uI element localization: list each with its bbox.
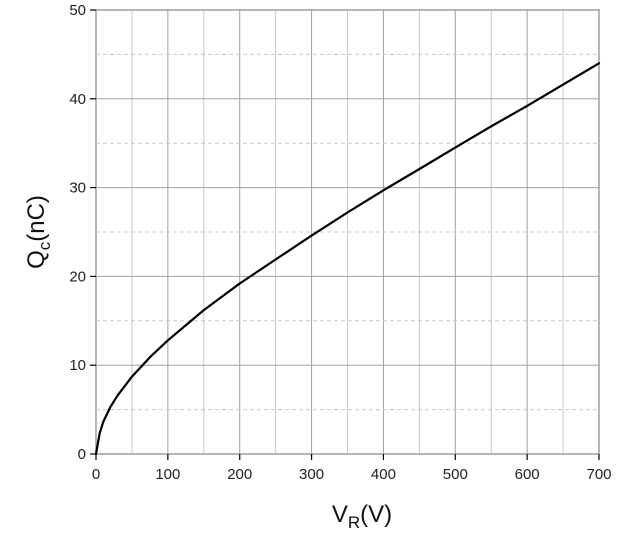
y-tick-label: 30	[69, 180, 86, 197]
x-tick-label: 500	[443, 466, 468, 483]
data-point	[95, 453, 97, 455]
data-point	[310, 234, 313, 237]
y-tick-label: 10	[69, 357, 86, 374]
y-tick-label: 50	[69, 2, 86, 19]
data-point	[102, 421, 105, 423]
x-tick-label: 400	[371, 466, 396, 483]
data-point	[98, 432, 101, 435]
series-group	[94, 62, 601, 456]
y-tick-label: 40	[69, 91, 86, 108]
x-tick-label: 0	[92, 466, 100, 483]
data-point	[382, 189, 385, 192]
data-point	[116, 394, 119, 397]
x-axis-title-main: V	[332, 501, 348, 528]
data-point	[562, 83, 564, 86]
data-point	[418, 168, 421, 170]
x-tick-label: 100	[155, 466, 180, 483]
x-axis-title: VR(V)	[332, 501, 392, 532]
y-axis-title-main: Q	[23, 250, 50, 269]
x-tick-label: 600	[515, 466, 540, 483]
y-tick-label: 0	[78, 446, 86, 463]
data-point	[109, 406, 112, 408]
y-axis-title-sub: c	[35, 241, 54, 250]
data-point	[131, 375, 133, 378]
data-point	[166, 339, 169, 342]
series-line	[94, 62, 601, 456]
y-axis-title-unit: (nC)	[23, 195, 50, 242]
ticks	[90, 9, 600, 460]
x-axis-title-unit: (V)	[360, 501, 392, 528]
data-point	[202, 309, 205, 312]
y-tick-label: 20	[69, 268, 86, 285]
data-point	[490, 125, 493, 128]
x-tick-labels: 0 100 200 300 400 500 600 700	[92, 466, 612, 483]
data-point	[454, 146, 457, 149]
x-tick-label: 300	[299, 466, 324, 483]
x-tick-label: 200	[227, 466, 252, 483]
data-point	[148, 356, 151, 359]
x-axis-title-sub: R	[348, 513, 360, 532]
y-axis-title: Qc(nC)	[23, 195, 54, 269]
data-point	[598, 62, 600, 65]
y-tick-labels: 0 10 20 30 40 50	[69, 2, 86, 463]
data-point	[526, 105, 529, 107]
x-tick-label: 700	[586, 466, 611, 483]
data-point	[274, 258, 277, 261]
data-point	[346, 211, 349, 214]
data-point	[238, 282, 241, 285]
